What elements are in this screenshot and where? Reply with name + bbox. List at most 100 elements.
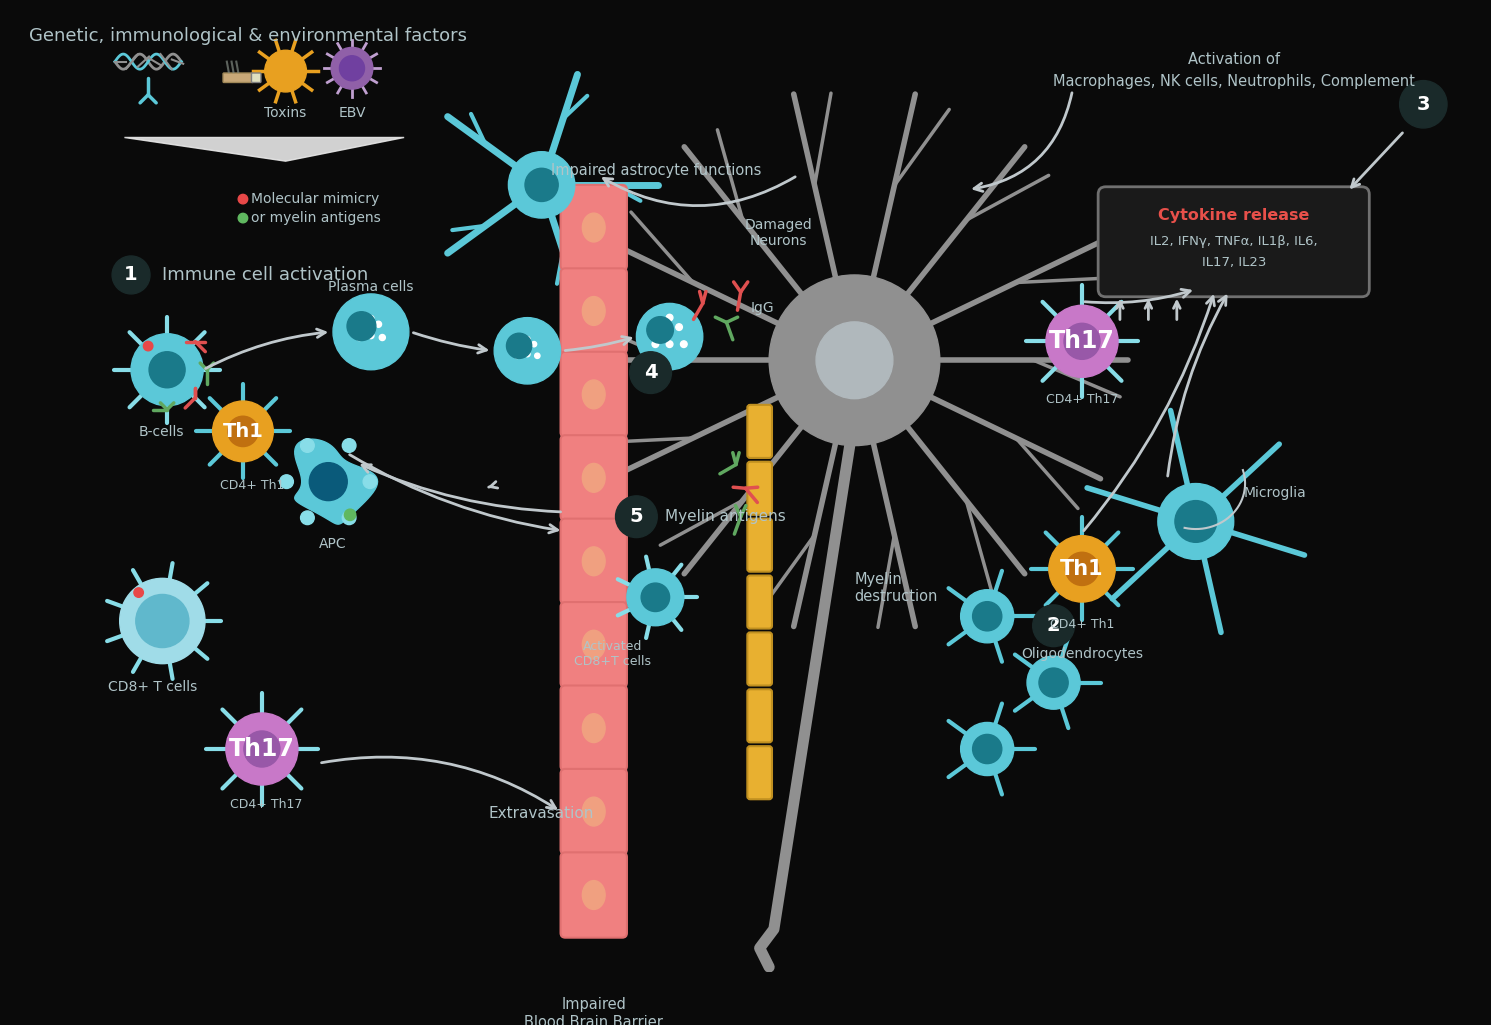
Circle shape — [507, 333, 532, 359]
Text: Impaired astrocyte functions: Impaired astrocyte functions — [552, 163, 762, 178]
Circle shape — [641, 583, 669, 612]
Circle shape — [960, 723, 1014, 776]
Circle shape — [225, 713, 298, 785]
Circle shape — [508, 152, 574, 218]
Circle shape — [265, 50, 307, 92]
FancyBboxPatch shape — [747, 689, 772, 742]
Text: Th1: Th1 — [1060, 559, 1103, 579]
Text: Activation of: Activation of — [1188, 52, 1279, 68]
Circle shape — [343, 439, 356, 452]
Text: or myelin antigens: or myelin antigens — [250, 211, 380, 226]
Circle shape — [368, 316, 374, 322]
Circle shape — [149, 352, 185, 387]
Text: Th1: Th1 — [222, 422, 264, 441]
Text: B-cells: B-cells — [139, 424, 185, 439]
Circle shape — [239, 195, 248, 204]
Text: 5: 5 — [629, 507, 643, 526]
Ellipse shape — [583, 296, 605, 325]
Text: Toxins: Toxins — [264, 107, 307, 120]
FancyBboxPatch shape — [561, 352, 626, 437]
Polygon shape — [295, 439, 377, 524]
Circle shape — [1159, 484, 1233, 560]
Circle shape — [131, 334, 203, 406]
Text: 2: 2 — [1047, 616, 1060, 636]
Circle shape — [309, 462, 347, 500]
Circle shape — [816, 322, 893, 399]
Circle shape — [972, 602, 1002, 630]
FancyBboxPatch shape — [747, 632, 772, 686]
Text: 4: 4 — [644, 363, 658, 382]
Circle shape — [525, 336, 529, 342]
FancyBboxPatch shape — [252, 73, 261, 82]
Polygon shape — [124, 137, 404, 161]
Text: Extravasation: Extravasation — [489, 806, 595, 821]
Circle shape — [626, 569, 684, 625]
Circle shape — [517, 341, 523, 346]
Circle shape — [136, 594, 189, 648]
Circle shape — [494, 318, 561, 384]
FancyBboxPatch shape — [747, 405, 772, 458]
Circle shape — [245, 731, 280, 767]
Circle shape — [301, 510, 315, 525]
Circle shape — [637, 303, 702, 370]
Circle shape — [134, 587, 143, 598]
Ellipse shape — [583, 547, 605, 576]
Text: CD4+ Th1: CD4+ Th1 — [221, 479, 285, 492]
Circle shape — [143, 341, 154, 351]
Text: Plasma cells: Plasma cells — [328, 280, 413, 294]
Text: 1: 1 — [124, 265, 137, 285]
Text: Myelin
destruction: Myelin destruction — [854, 572, 938, 604]
Circle shape — [347, 312, 376, 340]
Circle shape — [514, 354, 520, 359]
Circle shape — [228, 416, 258, 447]
Text: 3: 3 — [1416, 94, 1430, 114]
Circle shape — [213, 401, 273, 461]
Circle shape — [666, 341, 672, 347]
Circle shape — [525, 168, 558, 202]
Ellipse shape — [583, 630, 605, 659]
Text: Microglia: Microglia — [1243, 486, 1306, 500]
Text: Impaired
Blood Brain Barrier: Impaired Blood Brain Barrier — [525, 997, 663, 1025]
Circle shape — [616, 508, 628, 520]
Circle shape — [675, 324, 683, 330]
Circle shape — [658, 324, 663, 330]
Circle shape — [343, 510, 356, 525]
Circle shape — [1039, 668, 1068, 697]
Circle shape — [119, 578, 206, 663]
Text: IL17, IL23: IL17, IL23 — [1202, 256, 1266, 270]
FancyBboxPatch shape — [561, 769, 626, 854]
Circle shape — [960, 589, 1014, 643]
Circle shape — [112, 256, 151, 294]
FancyBboxPatch shape — [561, 853, 626, 938]
Text: Th17: Th17 — [1050, 329, 1115, 354]
Circle shape — [535, 354, 540, 359]
Text: Damaged
Neurons: Damaged Neurons — [744, 218, 813, 248]
Text: Cytokine release: Cytokine release — [1159, 208, 1309, 222]
Ellipse shape — [583, 713, 605, 742]
Text: Th17: Th17 — [230, 737, 295, 761]
Ellipse shape — [583, 797, 605, 826]
Text: IL2, IFNγ, TNFα, IL1β, IL6,: IL2, IFNγ, TNFα, IL1β, IL6, — [1150, 236, 1318, 248]
Circle shape — [239, 213, 248, 222]
Circle shape — [1065, 323, 1100, 360]
Circle shape — [301, 439, 315, 452]
FancyBboxPatch shape — [561, 269, 626, 354]
Text: Macrophages, NK cells, Neutrophils, Complement: Macrophages, NK cells, Neutrophils, Comp… — [1053, 74, 1415, 89]
Circle shape — [769, 275, 939, 446]
Circle shape — [652, 341, 659, 347]
Circle shape — [629, 352, 671, 394]
FancyBboxPatch shape — [561, 686, 626, 771]
Circle shape — [1400, 81, 1448, 128]
Circle shape — [356, 334, 362, 340]
Circle shape — [647, 317, 674, 343]
Text: CD4+ Th1: CD4+ Th1 — [1050, 618, 1114, 631]
Text: APC: APC — [319, 537, 347, 550]
Circle shape — [379, 334, 385, 340]
FancyBboxPatch shape — [747, 575, 772, 628]
Text: Molecular mimicry: Molecular mimicry — [250, 192, 379, 206]
Ellipse shape — [583, 463, 605, 492]
Circle shape — [1175, 500, 1217, 542]
Text: Myelin antigens: Myelin antigens — [665, 509, 786, 524]
Text: CD4+ Th17: CD4+ Th17 — [231, 798, 303, 812]
FancyBboxPatch shape — [561, 436, 626, 521]
